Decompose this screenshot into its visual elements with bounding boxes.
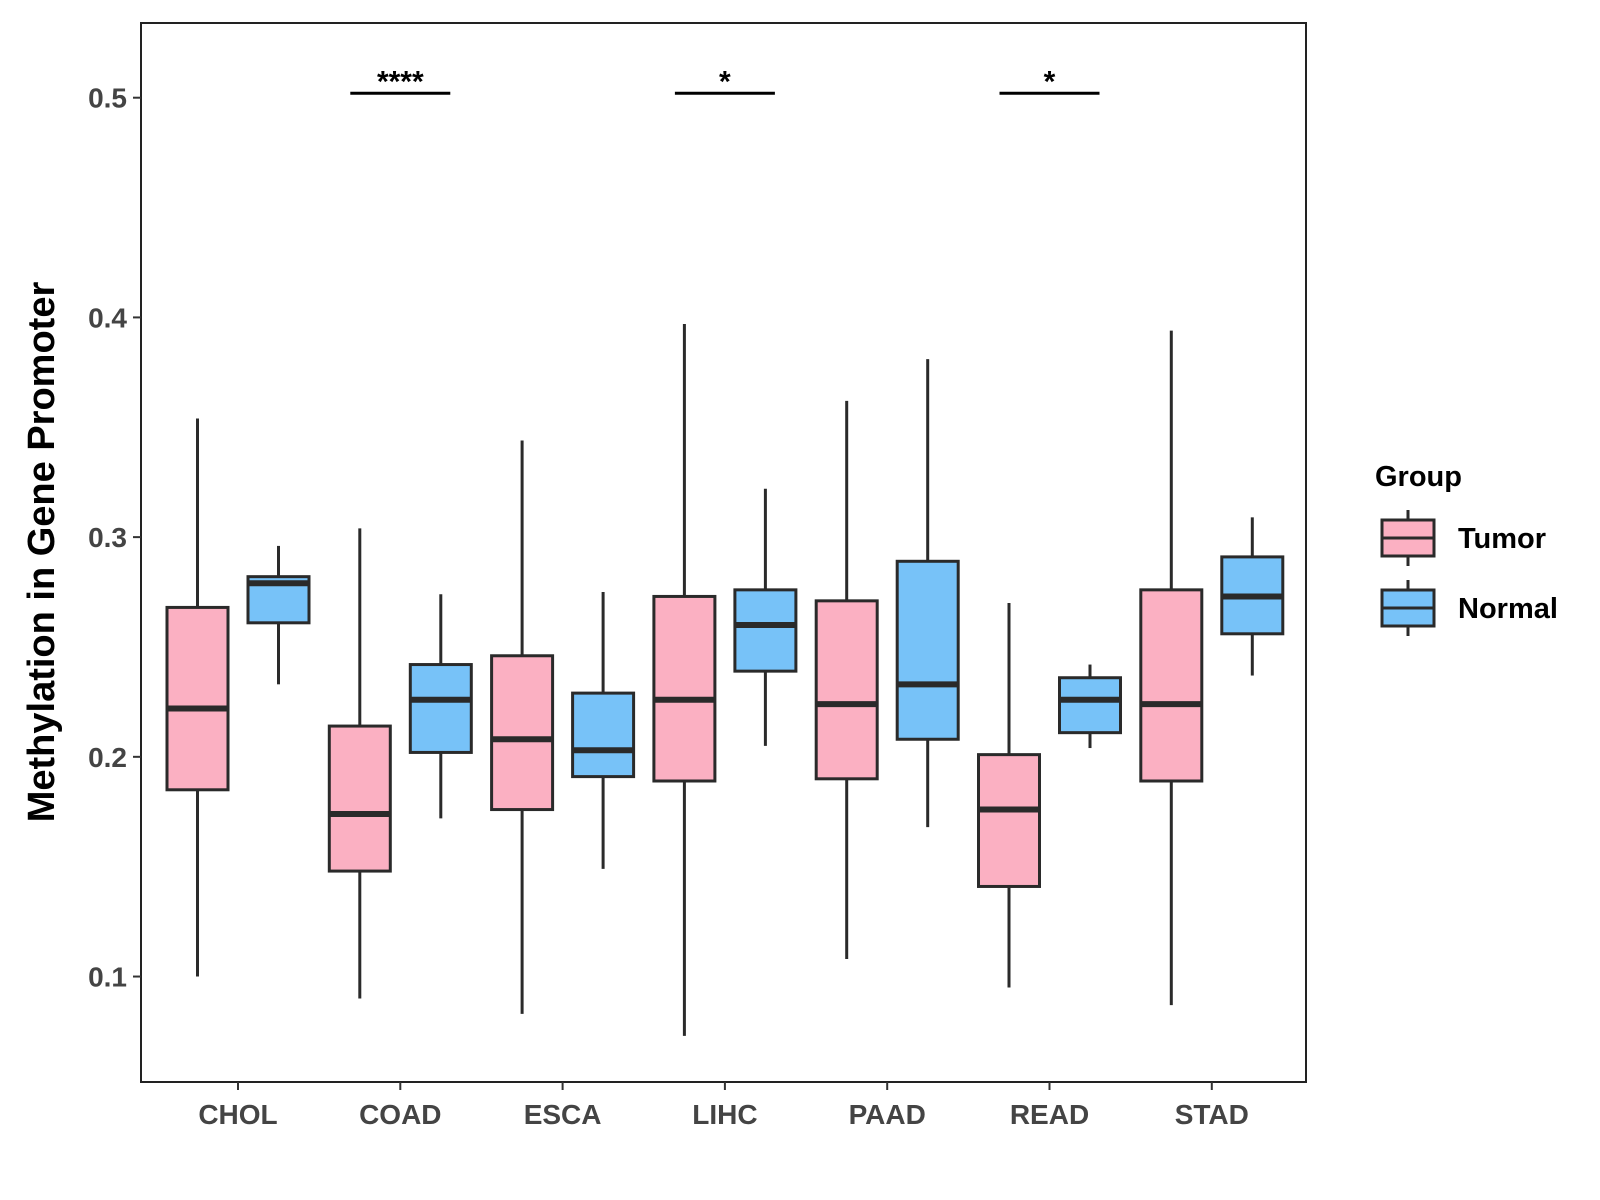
iqr-box <box>490 654 555 812</box>
plot-panel-border <box>140 22 1307 1083</box>
significance-label: **** <box>377 65 424 98</box>
normal-box-lihc <box>733 488 798 746</box>
significance-annotations: **** * * <box>350 65 1100 98</box>
iqr-box <box>571 691 636 779</box>
iqr-box <box>408 663 473 754</box>
x-tick-label: READ <box>1010 1099 1089 1130</box>
x-tick-label: LIHC <box>692 1099 757 1130</box>
legend-title: Group <box>1375 461 1462 493</box>
iqr-box <box>895 559 960 741</box>
tumor-box-esca <box>490 440 555 1014</box>
normal-box-stad <box>1220 517 1285 676</box>
legend-label-normal: Normal <box>1458 593 1558 625</box>
y-tick-label: 0.2 <box>88 742 127 773</box>
iqr-box <box>814 599 879 781</box>
y-tick-label: 0.1 <box>88 962 127 993</box>
x-tick-label: ESCA <box>524 1099 602 1130</box>
iqr-box <box>165 605 230 792</box>
y-tick-label: 0.3 <box>88 522 127 553</box>
legend-item-tumor: Tumor <box>1380 510 1546 566</box>
significance-lihc: * <box>674 65 775 98</box>
normal-box-coad <box>408 594 473 819</box>
tumor-box-chol <box>165 418 230 977</box>
significance-read: * <box>999 65 1100 98</box>
iqr-box <box>733 588 798 673</box>
iqr-box <box>977 753 1041 888</box>
iqr-box <box>327 724 392 873</box>
normal-box-chol <box>246 545 311 685</box>
x-tick-label: STAD <box>1175 1099 1249 1130</box>
iqr-box <box>652 594 717 783</box>
legend-label-tumor: Tumor <box>1458 523 1546 555</box>
tumor-box-coad <box>327 528 392 999</box>
tumor-box-stad <box>1139 330 1204 1006</box>
normal-box-read <box>1058 664 1122 749</box>
y-axis-title: Methylation in Gene Promoter <box>21 282 63 823</box>
tumor-box-lihc <box>652 324 717 1036</box>
legend-item-normal: Normal <box>1380 580 1558 636</box>
normal-box-paad <box>895 359 960 828</box>
normal-box-esca <box>571 592 636 869</box>
significance-label: * <box>1044 65 1056 98</box>
tumor-box-read <box>977 603 1041 988</box>
y-axis: 0.1 0.2 0.3 0.4 0.5 <box>88 83 141 993</box>
x-tick-label: CHOL <box>198 1099 277 1130</box>
significance-coad: **** <box>350 65 451 98</box>
iqr-box <box>1058 676 1122 735</box>
x-axis: CHOL COAD ESCA LIHC PAAD READ STAD <box>198 1082 1249 1130</box>
significance-label: * <box>719 65 731 98</box>
x-tick-label: COAD <box>359 1099 441 1130</box>
tumor-box-paad <box>814 400 879 959</box>
iqr-box <box>1139 588 1204 783</box>
y-tick-label: 0.5 <box>88 83 127 114</box>
legend: Group Tumor Normal <box>1375 461 1558 636</box>
y-tick-label: 0.4 <box>88 302 127 333</box>
boxes-layer <box>165 324 1285 1036</box>
x-tick-label: PAAD <box>849 1099 926 1130</box>
